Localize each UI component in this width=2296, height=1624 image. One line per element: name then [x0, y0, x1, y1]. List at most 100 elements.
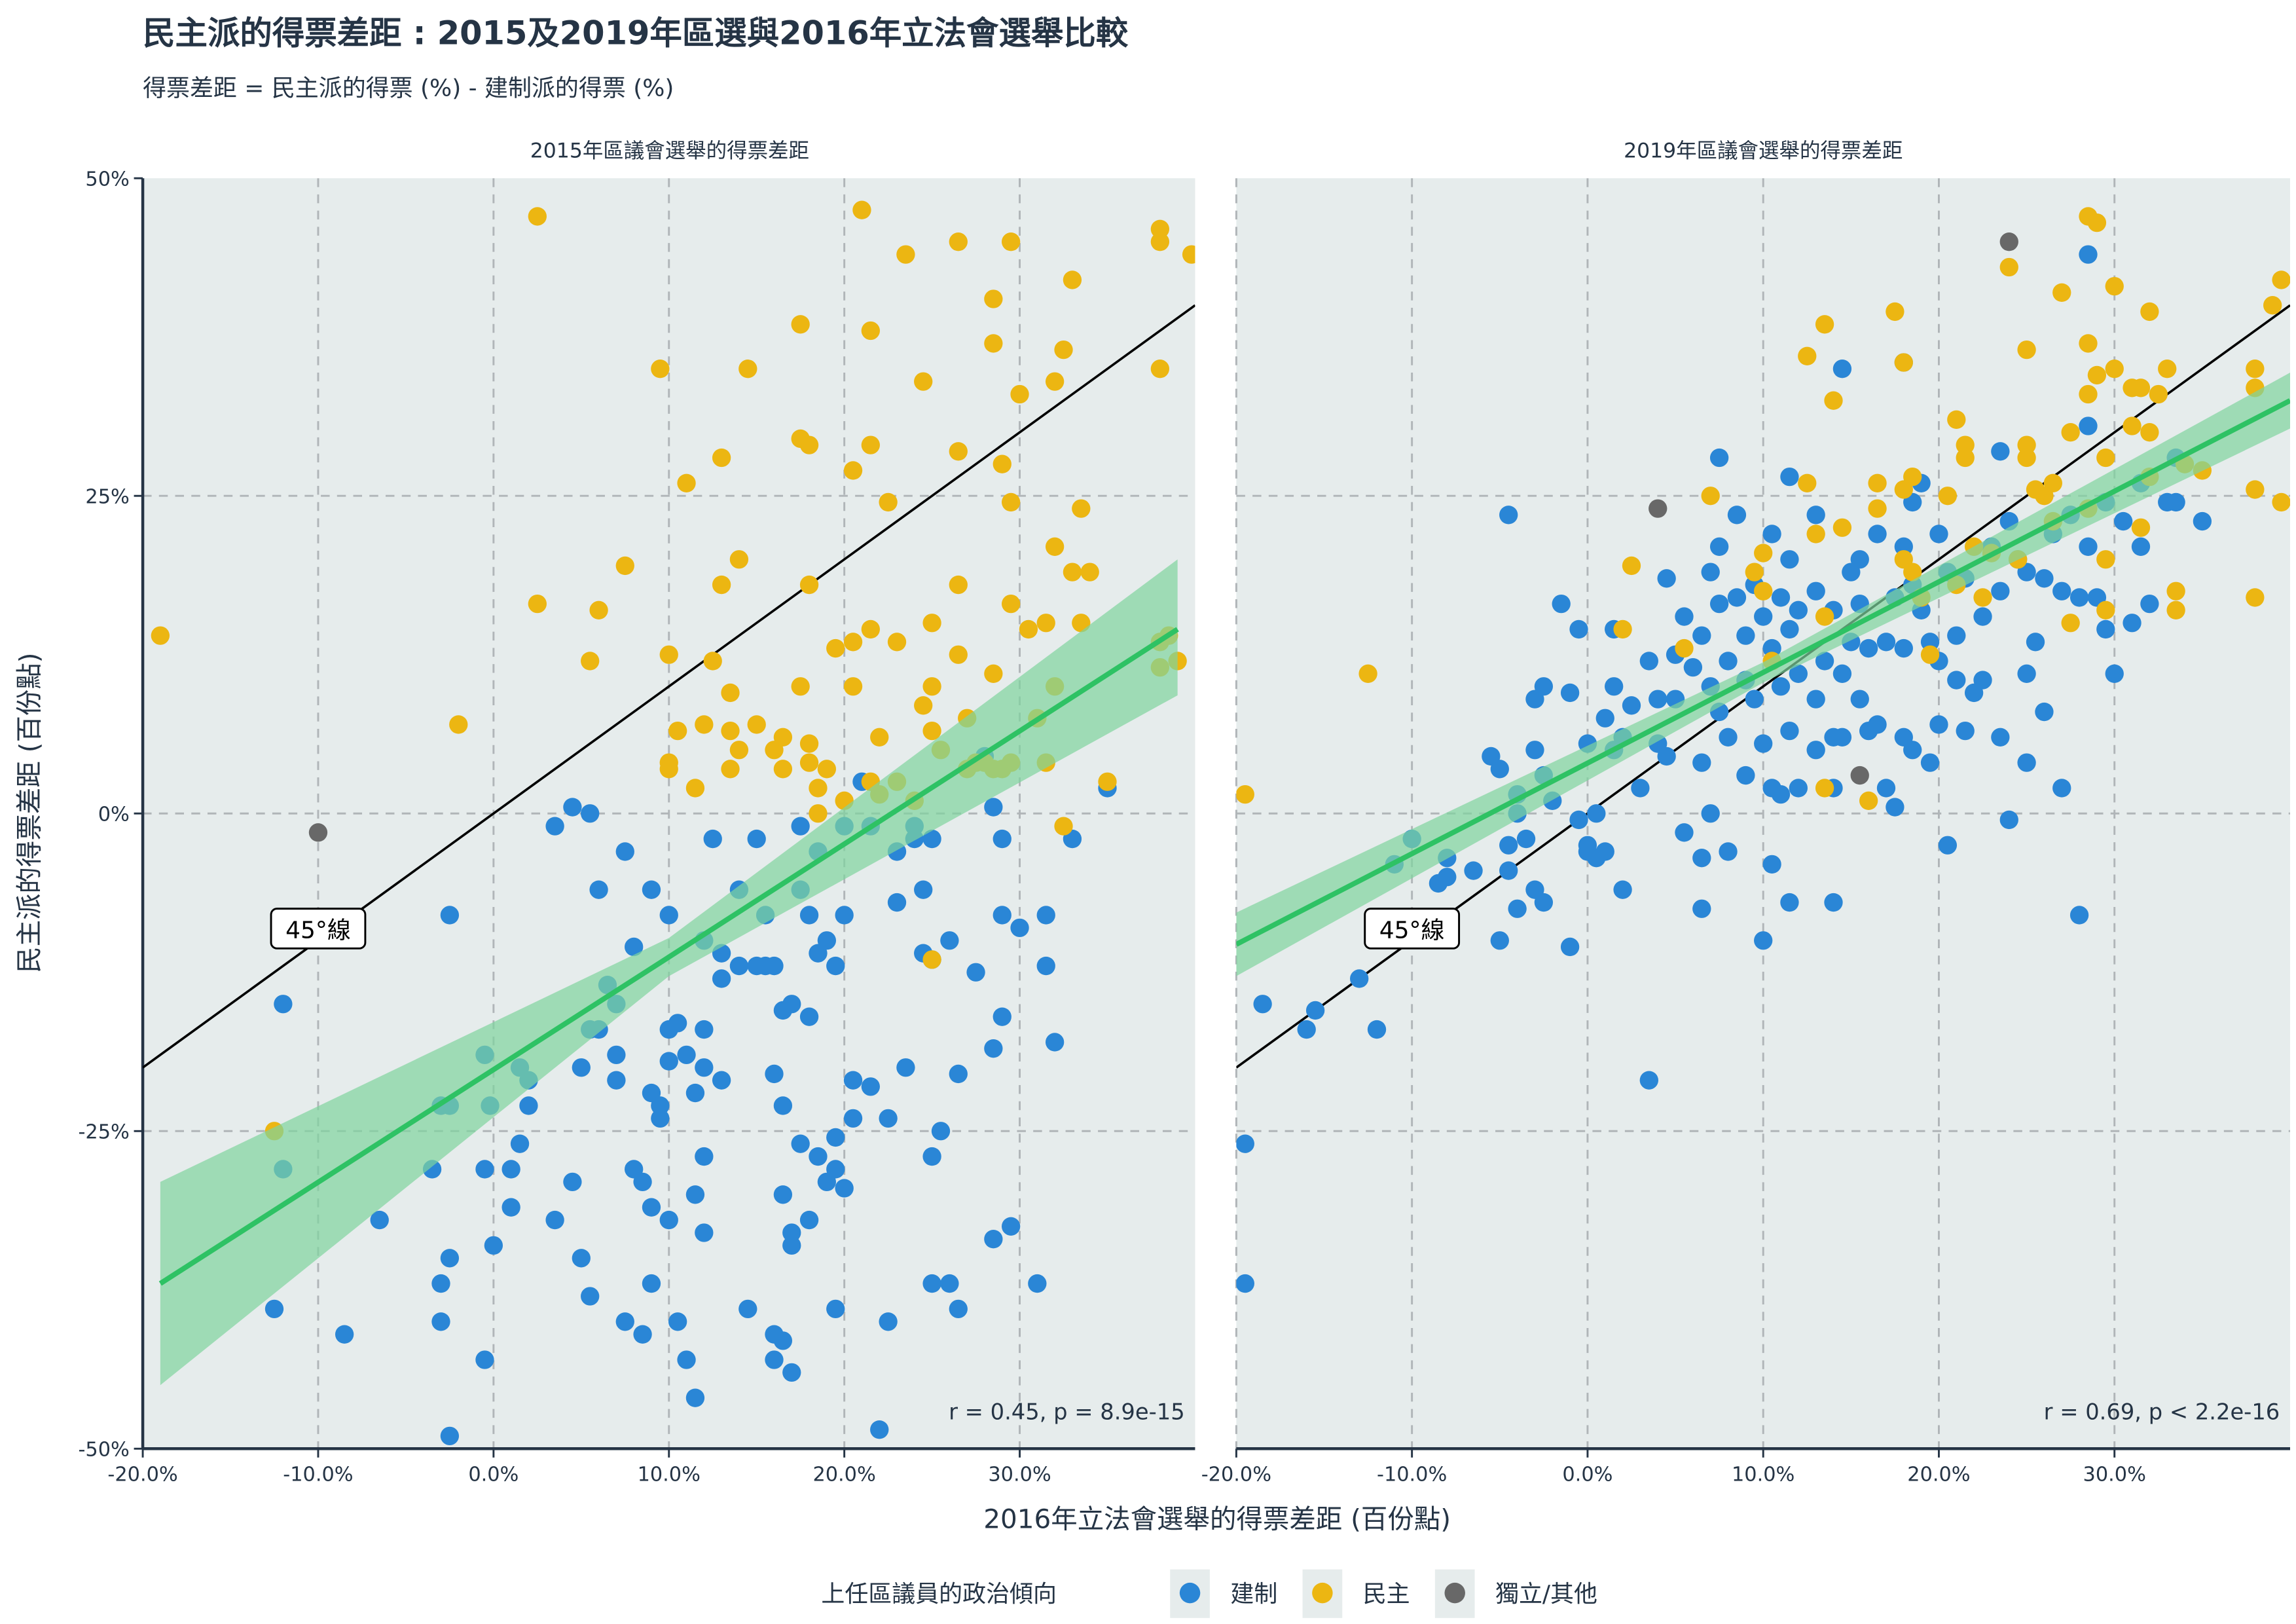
point-establishment [668, 1014, 687, 1033]
point-democrat [922, 950, 941, 969]
legend-label-establishment: 建制 [1230, 1581, 1277, 1608]
point-democrat [922, 614, 941, 633]
point-establishment [896, 1058, 915, 1077]
point-democrat [1063, 270, 1082, 289]
point-establishment [2193, 511, 2212, 531]
point-establishment [738, 1299, 757, 1319]
point-democrat [2272, 270, 2291, 289]
point-establishment [1236, 1274, 1254, 1293]
point-establishment [993, 906, 1011, 925]
point-establishment [861, 1077, 880, 1096]
point-establishment [440, 1249, 460, 1268]
point-democrat [1054, 817, 1073, 836]
point-democrat [2131, 518, 2151, 537]
point-democrat [2140, 423, 2159, 442]
point-establishment [2105, 664, 2124, 684]
point-democrat [1824, 391, 1843, 410]
point-democrat [1036, 614, 1055, 633]
point-democrat [2166, 600, 2185, 619]
point-democrat [799, 734, 819, 753]
point-democrat [817, 760, 837, 779]
point-democrat [852, 200, 871, 219]
legend: 上任區議員的政治傾向 建制 民主 獨立/其他 [821, 1569, 1597, 1618]
point-democrat [729, 550, 749, 569]
point-establishment [2026, 633, 2045, 652]
point-establishment [1675, 607, 1694, 626]
point-establishment [791, 1134, 810, 1153]
y-axis-label: 民主派的得票差距 (百份點) [13, 652, 45, 972]
point-establishment [1947, 626, 1966, 645]
point-democrat [2096, 448, 2115, 468]
legend-label-independent: 獨立/其他 [1495, 1581, 1597, 1608]
point-democrat [1806, 525, 1825, 544]
point-establishment [1587, 804, 1606, 823]
point-establishment [695, 1020, 714, 1039]
point-democrat [1956, 435, 1975, 454]
point-establishment [1701, 804, 1720, 823]
point-democrat [677, 473, 696, 492]
point-establishment [475, 1160, 494, 1179]
point-establishment [835, 906, 854, 925]
point-democrat [1798, 473, 1817, 492]
point-establishment [2140, 594, 2159, 614]
point-establishment [1947, 671, 1966, 690]
point-democrat [809, 804, 828, 823]
point-establishment [440, 1426, 460, 1446]
point-democrat [528, 594, 547, 614]
point-democrat [151, 626, 170, 645]
point-democrat [861, 321, 880, 341]
point-democrat [949, 232, 968, 251]
x-tick-label: -20.0% [1201, 1464, 1271, 1486]
point-democrat [2079, 384, 2098, 404]
point-democrat [2052, 283, 2071, 302]
point-democrat [984, 664, 1003, 684]
point-establishment [581, 804, 600, 823]
chart-subtitle: 得票差距 = 民主派的得票 (%) - 建制派的得票 (%) [143, 75, 674, 101]
point-establishment [1622, 696, 1641, 715]
point-establishment [1683, 657, 1703, 677]
point-establishment [1736, 766, 1755, 785]
point-establishment [1780, 550, 1799, 569]
point-democrat [2061, 614, 2080, 633]
point-establishment [984, 1230, 1003, 1249]
point-democrat [984, 289, 1003, 308]
point-establishment [1789, 664, 1808, 684]
point-establishment [1806, 581, 1825, 600]
point-establishment [1938, 836, 1958, 855]
point-establishment [607, 1071, 626, 1090]
point-establishment [1305, 1001, 1325, 1020]
legend-label-democrat: 民主 [1363, 1581, 1410, 1608]
correlation-stat-label: r = 0.45, p = 8.9e-15 [949, 1399, 1185, 1424]
point-democrat [984, 334, 1003, 353]
point-establishment [1508, 899, 1527, 918]
point-democrat [668, 721, 687, 741]
point-establishment [1253, 995, 1272, 1014]
point-democrat [1150, 360, 1170, 378]
point-democrat [1001, 232, 1021, 251]
point-establishment [940, 931, 959, 950]
point-democrat [773, 728, 793, 747]
panel-title-2015: 2015年區議會選舉的得票差距 [530, 139, 809, 163]
point-establishment [642, 880, 661, 899]
point-establishment [510, 1134, 530, 1153]
regression-line [158, 627, 1179, 1286]
point-establishment [1762, 525, 1781, 544]
point-establishment [659, 906, 678, 925]
x-axis-label: 2016年立法會選舉的得票差距 (百份點) [983, 1504, 1451, 1535]
point-democrat [949, 645, 968, 664]
point-establishment [1991, 581, 2010, 600]
y-tick-label: -50% [78, 1439, 129, 1462]
point-establishment [879, 1312, 898, 1331]
point-establishment [1789, 600, 1808, 619]
point-establishment [677, 1350, 696, 1369]
point-democrat [809, 779, 828, 798]
point-establishment [1850, 690, 1869, 709]
point-democrat [528, 207, 547, 226]
point-democrat [1754, 544, 1773, 563]
point-establishment [1868, 525, 1887, 544]
point-establishment [1832, 728, 1852, 747]
panel-title-2019: 2019年區議會選舉的得票差距 [1624, 139, 1903, 163]
point-democrat [1001, 492, 1021, 512]
point-establishment [2096, 619, 2115, 639]
point-establishment [922, 1147, 941, 1166]
